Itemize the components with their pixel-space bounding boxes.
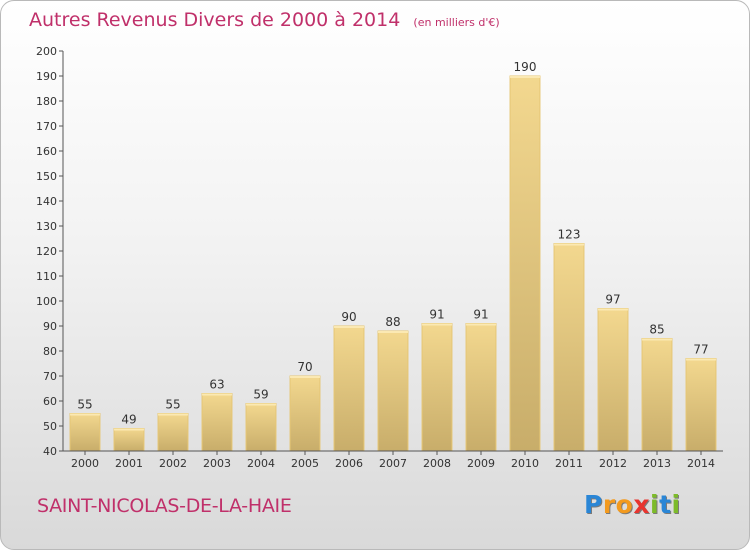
y-tick-label: 90 bbox=[43, 320, 57, 333]
bar-highlight bbox=[466, 323, 496, 326]
value-label: 91 bbox=[429, 308, 444, 322]
logo-letter: i bbox=[671, 490, 681, 519]
y-tick-label: 120 bbox=[36, 245, 57, 258]
logo-letter: i bbox=[650, 490, 660, 519]
bar-2006 bbox=[333, 325, 365, 452]
y-tick-label: 160 bbox=[36, 145, 57, 158]
title-block: Autres Revenus Divers de 2000 à 2014 (en… bbox=[29, 9, 500, 31]
x-tick-label: 2012 bbox=[599, 457, 627, 470]
value-label: 88 bbox=[385, 315, 400, 329]
x-tick-label: 2014 bbox=[687, 457, 715, 470]
y-axis: 40 50 60 70 80 90 100 110 120 130 140 150 160 170 180 1… bbox=[36, 45, 64, 458]
chart-subtitle: (en milliers d'€) bbox=[413, 16, 500, 29]
bar-2010 bbox=[509, 75, 541, 452]
x-tick-label: 2011 bbox=[555, 457, 583, 470]
value-label: 55 bbox=[165, 398, 180, 412]
x-tick-label: 2006 bbox=[335, 457, 363, 470]
value-label: 70 bbox=[297, 360, 312, 374]
value-label: 90 bbox=[341, 310, 356, 324]
x-tick-label: 2010 bbox=[511, 457, 539, 470]
bar-2002 bbox=[157, 413, 189, 452]
x-tick-label: 2004 bbox=[247, 457, 275, 470]
y-tick-label: 170 bbox=[36, 120, 57, 133]
bar-highlight bbox=[158, 413, 188, 416]
bar-2004 bbox=[245, 403, 277, 452]
y-tick-label: 50 bbox=[43, 420, 57, 433]
value-label: 77 bbox=[693, 343, 708, 357]
x-tick-label: 2002 bbox=[159, 457, 187, 470]
value-label: 49 bbox=[121, 413, 136, 427]
value-label: 190 bbox=[514, 60, 537, 74]
bar-2013 bbox=[641, 338, 673, 452]
bar-highlight bbox=[290, 376, 320, 378]
bar-2000 bbox=[69, 413, 101, 452]
chart-title: Autres Revenus Divers de 2000 à 2014 bbox=[29, 9, 401, 31]
bar-2003 bbox=[201, 393, 233, 452]
bar-highlight bbox=[554, 243, 584, 246]
x-tick-label: 2009 bbox=[467, 457, 495, 470]
x-axis: 2000 2001 2002 2003 2004 2005 2006 2007 2008 2009… bbox=[63, 450, 723, 470]
value-label: 97 bbox=[605, 293, 620, 307]
proxiti-logo: Proxiti bbox=[584, 490, 681, 519]
bars: 55 49 55 63 59 70 90 88 91 91 190 123 97 85 77 bbox=[69, 60, 717, 452]
x-tick-label: 2000 bbox=[71, 457, 99, 470]
y-tick-label: 180 bbox=[36, 95, 57, 108]
bar-2009 bbox=[465, 323, 497, 452]
y-tick-label: 70 bbox=[43, 370, 57, 383]
bar-2014 bbox=[685, 358, 717, 452]
bar-highlight bbox=[642, 338, 672, 341]
bar-2007 bbox=[377, 330, 409, 452]
x-tick-label: 2003 bbox=[203, 457, 231, 470]
logo-letter: P bbox=[584, 490, 603, 519]
y-tick-label: 80 bbox=[43, 345, 57, 358]
logo-letter: o bbox=[615, 490, 634, 519]
bar-highlight bbox=[510, 76, 540, 78]
bar-highlight bbox=[598, 308, 628, 311]
y-tick-label: 130 bbox=[36, 220, 57, 233]
bar-2001 bbox=[113, 428, 145, 452]
bar-highlight bbox=[114, 428, 144, 431]
y-tick-label: 200 bbox=[36, 45, 57, 58]
bar-2008 bbox=[421, 323, 453, 452]
logo-letter: r bbox=[602, 490, 616, 519]
bar-highlight bbox=[202, 393, 232, 396]
x-tick-label: 2005 bbox=[291, 457, 319, 470]
y-tick-label: 40 bbox=[43, 445, 57, 458]
bar-2005 bbox=[289, 375, 321, 452]
logo-letter: x bbox=[633, 490, 650, 519]
bar-highlight bbox=[70, 413, 100, 416]
y-tick-label: 100 bbox=[36, 295, 57, 308]
y-tick-label: 150 bbox=[36, 170, 57, 183]
bar-2011 bbox=[553, 243, 585, 452]
bar-highlight bbox=[334, 326, 364, 328]
bar-2012 bbox=[597, 308, 629, 452]
bar-highlight bbox=[422, 323, 452, 326]
bar-highlight bbox=[686, 358, 716, 361]
y-tick-label: 60 bbox=[43, 395, 57, 408]
x-tick-label: 2001 bbox=[115, 457, 143, 470]
commune-name: SAINT-NICOLAS-DE-LA-HAIE bbox=[37, 495, 292, 517]
x-tick-label: 2007 bbox=[379, 457, 407, 470]
value-label: 63 bbox=[209, 378, 224, 392]
logo-letter: t bbox=[659, 490, 672, 519]
value-label: 123 bbox=[558, 228, 581, 242]
y-tick-label: 110 bbox=[36, 270, 57, 283]
bar-highlight bbox=[246, 403, 276, 406]
x-tick-label: 2008 bbox=[423, 457, 451, 470]
value-label: 59 bbox=[253, 388, 268, 402]
value-label: 91 bbox=[473, 308, 488, 322]
value-label: 55 bbox=[77, 398, 92, 412]
value-label: 85 bbox=[649, 323, 664, 337]
x-tick-label: 2013 bbox=[643, 457, 671, 470]
y-tick-label: 190 bbox=[36, 70, 57, 83]
y-tick-label: 140 bbox=[36, 195, 57, 208]
bar-highlight bbox=[378, 331, 408, 333]
